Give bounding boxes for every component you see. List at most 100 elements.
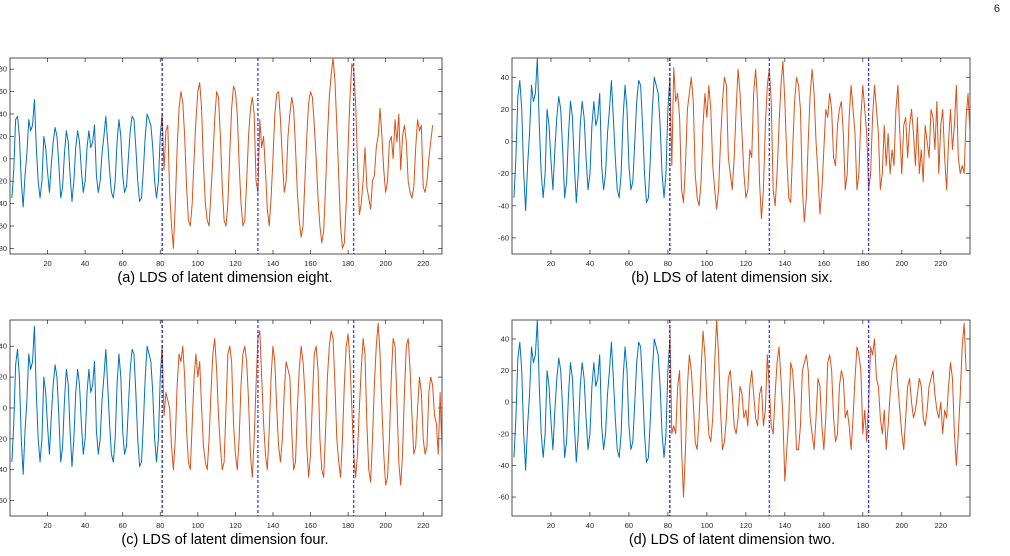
plot-area	[11, 58, 434, 254]
caption-b: (b) LDS of latent dimension six.	[631, 270, 833, 286]
x-tick-label: 120	[740, 521, 753, 530]
axes-frame	[9, 57, 443, 255]
x-tick-label: 200	[379, 259, 392, 268]
x-tick-label: 100	[701, 259, 714, 268]
y-tick-label: 20	[501, 105, 509, 114]
x-tick-label: 140	[779, 259, 792, 268]
x-tick-label: 60	[625, 521, 633, 530]
page-number: 6	[993, 3, 1000, 15]
y-tick-label: -20	[498, 429, 509, 438]
x-tick-label: 20	[547, 259, 555, 268]
x-tick-label: 180	[857, 521, 870, 530]
x-tick-label: 80	[664, 521, 672, 530]
y-tick-label: -20	[0, 177, 7, 186]
x-tick-label: 180	[342, 521, 355, 530]
x-tick-label: 80	[156, 259, 164, 268]
y-tick-label: 20	[501, 366, 509, 375]
y-tick-label: -40	[498, 461, 509, 470]
x-tick-label: 140	[267, 259, 280, 268]
x-tick-label: 60	[119, 259, 127, 268]
x-tick-label: 160	[304, 259, 317, 268]
caption-d: (d) LDS of latent dimension two.	[628, 532, 836, 548]
y-tick-label: -40	[498, 201, 509, 210]
x-tick-label: 60	[119, 521, 127, 530]
x-tick-label: 220	[935, 521, 948, 530]
axes-frame	[9, 319, 443, 517]
x-tick-label: 20	[547, 521, 555, 530]
x-tick-label: 80	[664, 259, 672, 268]
y-tick-label: -40	[0, 199, 7, 208]
y-tick-label: -60	[0, 496, 7, 505]
axes-frame	[511, 57, 971, 255]
x-tick-label: 100	[192, 521, 205, 530]
x-tick-label: 200	[379, 521, 392, 530]
y-tick-label: 40	[501, 73, 509, 82]
plot-area	[513, 58, 970, 254]
series-line-forecast	[161, 322, 442, 486]
panel-d: 20 40 60 80 100 120 140 160 180 200 220 -60 -40 -20 0 2…	[492, 310, 972, 550]
x-tick-label: 20	[43, 521, 51, 530]
x-tick-label: 140	[267, 521, 280, 530]
y-tick-label: -80	[0, 244, 7, 253]
y-tick-label: 40	[0, 342, 7, 351]
x-tick-label: 40	[586, 521, 594, 530]
series-line-history	[11, 325, 163, 475]
x-tick-label: 60	[625, 259, 633, 268]
series-line-forecast	[669, 60, 970, 223]
caption-a: (a) LDS of latent dimension eight.	[117, 270, 333, 286]
x-tick-label: 180	[857, 259, 870, 268]
y-tick-label: 0	[3, 154, 7, 163]
chart-d: 20 40 60 80 100 120 140 160 180 200 220 -60 -40 -20 0 2…	[498, 319, 971, 530]
y-tick-label: 0	[505, 137, 509, 146]
series-line-history	[513, 58, 671, 212]
y-tick-label: 0	[505, 398, 509, 407]
y-tick-label: 40	[0, 110, 7, 119]
x-tick-label: 160	[304, 521, 317, 530]
x-tick-label: 20	[43, 259, 51, 268]
y-tick-label: 20	[0, 373, 7, 382]
x-tick-label: 160	[818, 259, 831, 268]
x-tick-label: 200	[896, 259, 909, 268]
y-tick-label: 40	[501, 334, 509, 343]
panel-c: 20 40 60 80 100 120 140 160 180 200 220 -60 -40 -20 0 2…	[0, 310, 450, 550]
plot-area	[11, 320, 442, 516]
x-tick-label: 140	[779, 521, 792, 530]
chart-b: 20 40 60 80 100 120 140 160 180 200 220 -60 -40 -20 0 2…	[498, 57, 971, 268]
panel-a: 20406080100120140160180200220-80-60-40-2…	[0, 48, 450, 288]
x-tick-label: 220	[417, 521, 430, 530]
plot-area	[513, 320, 967, 516]
x-tick-label: 40	[586, 259, 594, 268]
y-tick-label: -20	[0, 434, 7, 443]
chart-a: 20406080100120140160180200220-80-60-40-2…	[0, 57, 443, 268]
y-tick-label: 20	[0, 132, 7, 141]
x-tick-label: 180	[342, 259, 355, 268]
chart-c: 20 40 60 80 100 120 140 160 180 200 220 -60 -40 -20 0 2…	[0, 319, 443, 530]
axes-frame	[511, 319, 971, 517]
y-tick-label: -60	[498, 233, 509, 242]
y-tick-label: -40	[0, 465, 7, 474]
x-tick-label: 160	[818, 521, 831, 530]
series-line-forecast	[161, 58, 434, 249]
x-tick-label: 40	[81, 521, 89, 530]
caption-c: (c) LDS of latent dimension four.	[121, 532, 329, 548]
x-tick-label: 120	[229, 521, 242, 530]
x-tick-label: 220	[935, 259, 948, 268]
x-tick-label: 100	[701, 521, 714, 530]
x-tick-label: 120	[229, 259, 242, 268]
series-line-history	[11, 98, 163, 208]
x-tick-label: 220	[417, 259, 430, 268]
x-tick-label: 80	[156, 521, 164, 530]
y-tick-label: -20	[498, 169, 509, 178]
y-tick-label: 80	[0, 65, 7, 74]
x-tick-label: 200	[896, 521, 909, 530]
x-tick-label: 120	[740, 259, 753, 268]
y-tick-label: -60	[498, 493, 509, 502]
panel-b: 20 40 60 80 100 120 140 160 180 200 220 -60 -40 -20 0 2…	[492, 48, 972, 288]
x-tick-label: 100	[192, 259, 205, 268]
y-tick-label: 60	[0, 87, 7, 96]
y-tick-label: 0	[3, 403, 7, 412]
x-tick-label: 40	[81, 259, 89, 268]
series-line-history	[513, 320, 671, 471]
series-line-forecast	[669, 320, 967, 498]
y-tick-label: -60	[0, 222, 7, 231]
